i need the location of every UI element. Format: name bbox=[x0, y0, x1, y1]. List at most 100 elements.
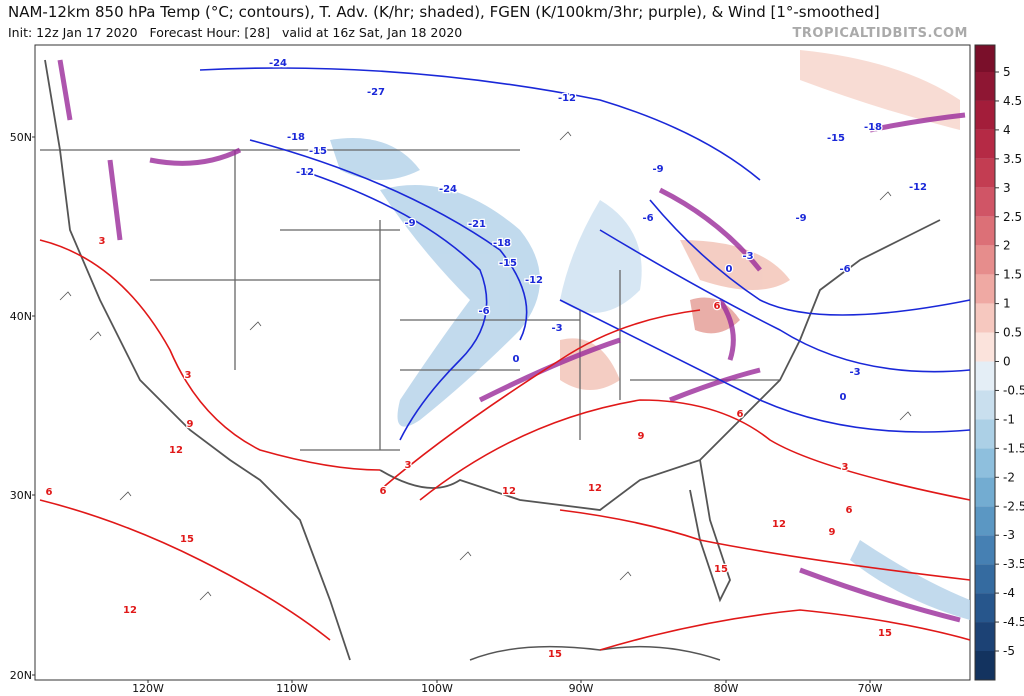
contour-label: 6 bbox=[714, 301, 721, 312]
contour-label: 3 bbox=[99, 236, 106, 247]
lon-label: 80W bbox=[714, 682, 739, 695]
colorbar-swatch bbox=[975, 651, 995, 680]
contour-label: -12 bbox=[909, 182, 927, 193]
contour-label: 0 bbox=[840, 392, 847, 403]
contour-label: 15 bbox=[878, 628, 892, 639]
temp-contours-red bbox=[39, 239, 971, 651]
contour-label: 6 bbox=[380, 486, 387, 497]
colorbar-label: 3 bbox=[1003, 181, 1011, 195]
colorbar-swatch bbox=[975, 477, 995, 507]
contour-label: -9 bbox=[652, 164, 663, 175]
lat-label: 40N bbox=[10, 310, 32, 323]
colorbar-swatch bbox=[975, 535, 995, 565]
contour-label: 3 bbox=[405, 460, 412, 471]
colorbar-label: -5 bbox=[1003, 644, 1015, 658]
init-line: Init: 12z Jan 17 2020 Forecast Hour: [28… bbox=[8, 25, 462, 40]
fgen bbox=[57, 59, 966, 623]
colorbar-swatch bbox=[975, 158, 995, 188]
colorbar-swatch bbox=[975, 622, 995, 651]
lat-label: 50N bbox=[10, 131, 32, 144]
contour-label: 0 bbox=[513, 354, 520, 365]
lon-label: 90W bbox=[569, 682, 594, 695]
temp-contours-blue bbox=[199, 67, 971, 441]
contour-label: -9 bbox=[404, 218, 415, 229]
colorbar-label: -1.5 bbox=[1003, 441, 1024, 455]
colorbar-swatch bbox=[975, 390, 995, 420]
contour-label: -15 bbox=[309, 146, 327, 157]
colorbar-label: -1 bbox=[1003, 412, 1015, 426]
colorbar-swatch bbox=[975, 506, 995, 536]
contour-label: -3 bbox=[551, 323, 562, 334]
contour-label: -18 bbox=[493, 238, 511, 249]
colorbar-swatch bbox=[975, 332, 995, 362]
colorbar-label: -4.5 bbox=[1003, 615, 1024, 629]
shading bbox=[330, 50, 970, 620]
colorbar-swatch bbox=[975, 216, 995, 246]
colorbar-swatch bbox=[975, 419, 995, 449]
lon-label: 70W bbox=[858, 682, 883, 695]
contour-label: -12 bbox=[296, 167, 314, 178]
colorbar-swatch bbox=[975, 564, 995, 594]
colorbar-frame bbox=[974, 44, 996, 681]
colorbar-label: 5 bbox=[1003, 65, 1011, 79]
colorbar-label: -2.5 bbox=[1003, 499, 1024, 513]
colorbar-swatch bbox=[975, 274, 995, 304]
colorbar-swatch bbox=[975, 593, 995, 623]
contour-label: 12 bbox=[588, 483, 602, 494]
contour-label: -27 bbox=[367, 87, 385, 98]
contour-label: -21 bbox=[468, 219, 486, 230]
contour-label: 15 bbox=[548, 649, 562, 660]
contour-label: -6 bbox=[478, 306, 489, 317]
colorbar-label: 4.5 bbox=[1003, 94, 1022, 108]
contour-label: 12 bbox=[169, 445, 183, 456]
contour-label: -24 bbox=[269, 58, 287, 69]
colorbar-swatch bbox=[975, 187, 995, 217]
colorbar-label: -3 bbox=[1003, 528, 1015, 542]
contour-label: -15 bbox=[827, 133, 845, 144]
contour-label: 9 bbox=[187, 419, 194, 430]
colorbar-label: 1.5 bbox=[1003, 268, 1022, 282]
contour-label: 12 bbox=[772, 519, 786, 530]
lat-label: 30N bbox=[10, 489, 32, 502]
contour-label: 12 bbox=[502, 486, 516, 497]
contour-label: -15 bbox=[499, 258, 517, 269]
colorbar-label: 0 bbox=[1003, 355, 1011, 369]
colorbar-swatch bbox=[975, 303, 995, 333]
colorbar-label: 4 bbox=[1003, 123, 1011, 137]
colorbar-swatch bbox=[975, 45, 995, 72]
colorbar-label: -0.5 bbox=[1003, 383, 1024, 397]
colorbar-swatch bbox=[975, 361, 995, 391]
contour-label: -9 bbox=[795, 213, 806, 224]
lon-label: 110W bbox=[276, 682, 308, 695]
contour-label: -18 bbox=[864, 122, 882, 133]
contour-label: 3 bbox=[185, 370, 192, 381]
credit: TROPICALTIDBITS.COM bbox=[793, 26, 968, 41]
lon-label: 120W bbox=[132, 682, 164, 695]
contour-label: -12 bbox=[525, 275, 543, 286]
contour-label: -6 bbox=[839, 264, 850, 275]
contour-label: 0 bbox=[726, 264, 733, 275]
colorbar-swatch bbox=[975, 72, 995, 101]
colorbar-label: 0.5 bbox=[1003, 326, 1022, 340]
colorbar-label: 2 bbox=[1003, 239, 1011, 253]
lon-label: 100W bbox=[421, 682, 453, 695]
contour-label: 12 bbox=[123, 605, 137, 616]
contour-label: 6 bbox=[737, 409, 744, 420]
contour-label: -3 bbox=[849, 367, 860, 378]
colorbar-label: -2 bbox=[1003, 470, 1015, 484]
contour-label: -12 bbox=[558, 93, 576, 104]
colorbar-label: 2.5 bbox=[1003, 210, 1022, 224]
wind-barbs bbox=[59, 131, 912, 601]
contour-label: -24 bbox=[439, 184, 457, 195]
lat-label: 20N bbox=[10, 669, 32, 682]
contour-label: 15 bbox=[180, 534, 194, 545]
contour-label: 6 bbox=[846, 505, 853, 516]
colorbar-label: 1 bbox=[1003, 297, 1011, 311]
colorbar-label: -3.5 bbox=[1003, 557, 1024, 571]
contour-label: 3 bbox=[842, 462, 849, 473]
contour-label: -18 bbox=[287, 132, 305, 143]
contour-label: 9 bbox=[638, 431, 645, 442]
